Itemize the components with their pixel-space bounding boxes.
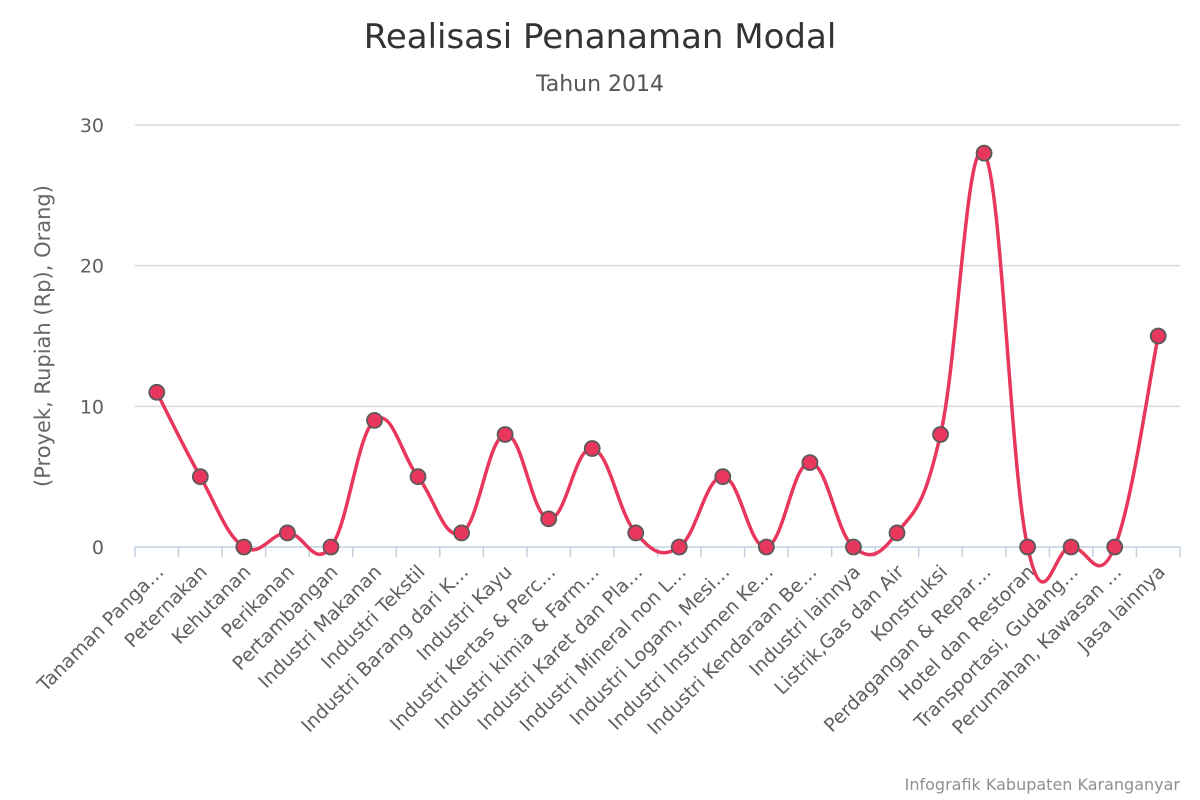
data-point-3[interactable] (278, 524, 296, 542)
data-point-23[interactable] (1149, 327, 1167, 345)
data-point-20[interactable] (1019, 538, 1037, 556)
data-point-9[interactable] (540, 510, 558, 528)
data-point-1[interactable] (191, 468, 209, 486)
y-tick-label-3: 30 (80, 115, 104, 137)
data-point-8[interactable] (496, 426, 514, 443)
x-axis-tick-labels: Tanaman Panga…PeternakanKehutananPerikan… (33, 561, 1170, 739)
data-point-17[interactable] (888, 524, 906, 542)
data-point-4[interactable] (322, 538, 340, 556)
grid (135, 124, 1180, 408)
data-point-10[interactable] (583, 440, 601, 457)
y-tick-label-0: 0 (92, 537, 104, 559)
data-point-15[interactable] (801, 454, 819, 472)
y-axis-label: (Proyek, Rupiah (Rp), Orang) (31, 185, 55, 487)
data-point-13[interactable] (714, 468, 732, 486)
y-tick-label-1: 10 (80, 396, 104, 418)
data-point-0[interactable] (148, 383, 166, 401)
data-point-11[interactable] (627, 524, 645, 542)
data-point-7[interactable] (453, 524, 470, 542)
data-point-14[interactable] (757, 538, 775, 556)
data-point-12[interactable] (670, 538, 688, 556)
data-point-18[interactable] (932, 426, 949, 443)
data-points (148, 144, 1167, 556)
series-line-0 (155, 149, 1160, 584)
chart-credit[interactable]: Infografik Kabupaten Karanganyar (905, 775, 1181, 794)
y-axis-ticks: 0 10 20 30 (80, 115, 104, 559)
y-tick-label-2: 20 (80, 256, 104, 278)
data-point-19[interactable] (975, 144, 993, 162)
data-point-21[interactable] (1062, 538, 1080, 556)
series-line-group (155, 149, 1160, 584)
data-point-2[interactable] (235, 538, 253, 556)
chart-title: Realisasi Penanaman Modal (364, 17, 837, 57)
data-point-6[interactable] (409, 468, 427, 486)
chart-subtitle: Tahun 2014 (535, 72, 664, 97)
data-point-5[interactable] (366, 411, 383, 429)
data-point-22[interactable] (1106, 538, 1124, 556)
data-point-16[interactable] (845, 538, 862, 556)
